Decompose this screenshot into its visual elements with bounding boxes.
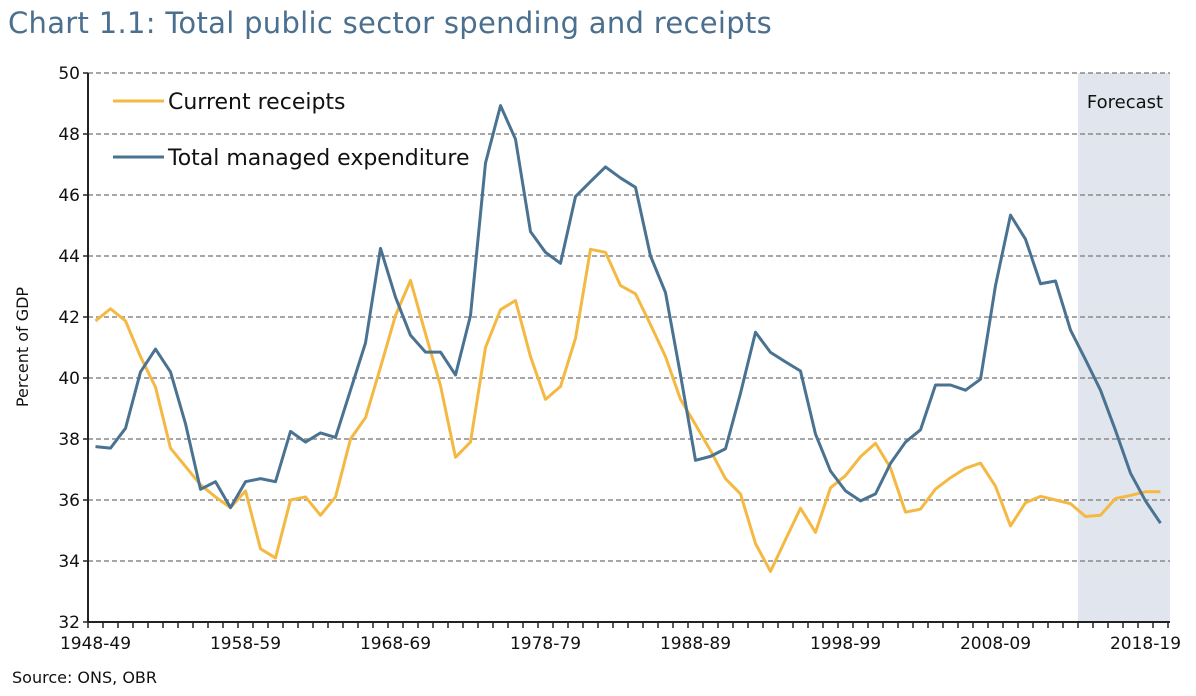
gridlines bbox=[88, 72, 1170, 562]
chart-title: Chart 1.1: Total public sector spending … bbox=[8, 6, 773, 40]
forecast-label: Forecast bbox=[1087, 92, 1163, 113]
y-tick-label: 38 bbox=[58, 430, 80, 450]
y-tick-label: 50 bbox=[58, 64, 80, 84]
x-tick-label: 1968-69 bbox=[360, 634, 431, 654]
x-tick-label: 1988-89 bbox=[660, 634, 731, 654]
y-tick-label: 32 bbox=[58, 613, 80, 633]
y-axis-label: Percent of GDP bbox=[13, 287, 32, 408]
legend-label-receipts: Current receipts bbox=[168, 90, 346, 115]
forecast-shading bbox=[1078, 73, 1170, 622]
legend: Current receipts Total managed expenditu… bbox=[113, 90, 470, 171]
y-tick-label: 46 bbox=[58, 186, 80, 206]
x-tick-label: 2018-19 bbox=[1110, 634, 1181, 654]
y-tick-label: 40 bbox=[58, 369, 80, 389]
source-note: Source: ONS, OBR bbox=[12, 668, 158, 687]
x-tick-label: 1948-49 bbox=[60, 634, 131, 654]
expenditure-line bbox=[95, 104, 1162, 525]
y-tick-label: 44 bbox=[58, 247, 80, 267]
y-tick-label: 42 bbox=[58, 308, 80, 328]
y-tick-label: 36 bbox=[58, 491, 80, 511]
legend-label-expenditure: Total managed expenditure bbox=[167, 146, 470, 171]
x-tick-label: 1998-99 bbox=[810, 634, 881, 654]
axes: 32 34 36 38 40 42 44 46 48 50 1948-49 1958-59 1968-6… bbox=[58, 64, 1181, 654]
receipts-line bbox=[94, 247, 1161, 573]
y-tick-label: 34 bbox=[58, 552, 80, 572]
x-tick-label: 1958-59 bbox=[210, 634, 281, 654]
series-lines bbox=[94, 104, 1162, 573]
y-tick-label: 48 bbox=[58, 125, 80, 145]
x-tick-label: 2008-09 bbox=[960, 634, 1031, 654]
x-tick-label: 1978-79 bbox=[510, 634, 581, 654]
